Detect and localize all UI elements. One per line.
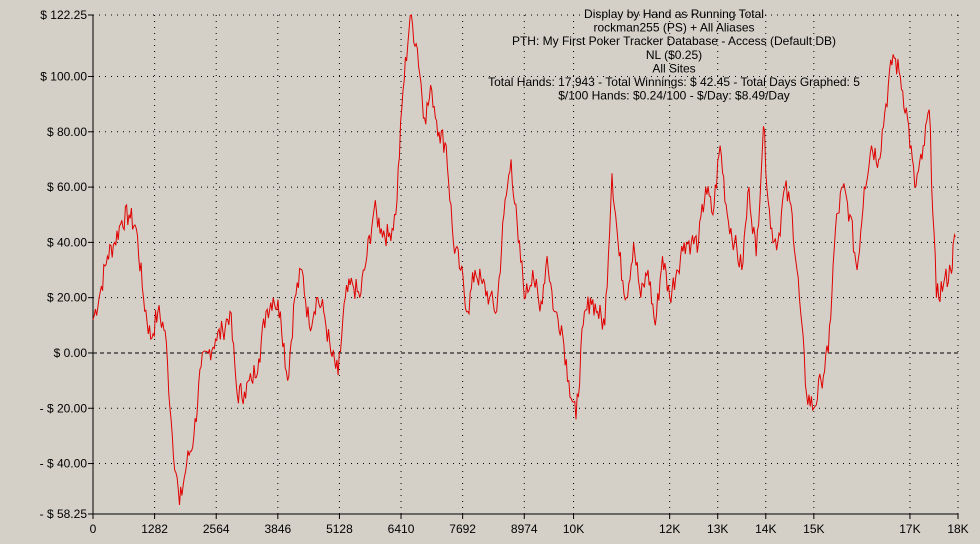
title-block: Display by Hand as Running Totalrockman2… — [488, 7, 860, 103]
title-line: NL ($0.25) — [646, 48, 702, 62]
plot-area — [93, 15, 958, 514]
y-tick-label: - $ 58.25 — [40, 507, 88, 521]
x-tick-label: 0 — [90, 522, 97, 536]
y-tick-label: $ 60.00 — [47, 180, 87, 194]
x-tick-label: 1282 — [141, 522, 168, 536]
y-tick-label: - $ 20.00 — [40, 401, 88, 415]
title-line: All Sites — [652, 61, 695, 75]
y-tick-label: $ 20.00 — [47, 291, 87, 305]
y-tick-label: - $ 40.00 — [40, 457, 88, 471]
x-tick-label: 14K — [755, 522, 776, 536]
series-layer — [92, 14, 956, 506]
title-line: Total Hands: 17,943 - Total Winnings: $ … — [488, 75, 860, 89]
title-line: PTH: My First Poker Tracker Database - A… — [512, 34, 836, 48]
title-line: Display by Hand as Running Total — [584, 7, 764, 21]
x-tick-label: 17K — [899, 522, 920, 536]
running-total-line — [92, 14, 956, 506]
x-tick-label: 5128 — [326, 522, 353, 536]
x-tick-label: 8974 — [511, 522, 538, 536]
y-tick-label: $ 0.00 — [54, 346, 88, 360]
x-tick-label: 3846 — [264, 522, 291, 536]
y-tick-label: $ 100.00 — [40, 70, 87, 84]
x-tick-label: 7692 — [449, 522, 476, 536]
y-tick-label: $ 80.00 — [47, 125, 87, 139]
title-line: rockman255 (PS) + All Aliases — [593, 21, 754, 35]
x-tick-label: 13K — [707, 522, 728, 536]
y-tick-label: $ 40.00 — [47, 235, 87, 249]
x-tick-label: 15K — [803, 522, 824, 536]
x-tick-label: 2564 — [203, 522, 230, 536]
ticks-layer: $ 122.25 $ 100.00 $ 80.00 $ 60.00 $ 40.00 $ 2… — [40, 8, 969, 536]
x-tick-label: 10K — [563, 522, 584, 536]
x-tick-label: 6410 — [388, 522, 415, 536]
x-tick-label: 12K — [659, 522, 680, 536]
title-line: $/100 Hands: $0.24/100 - $/Day: $8.49/Da… — [558, 89, 790, 103]
x-tick-label: 18K — [947, 522, 968, 536]
y-tick-label: $ 122.25 — [40, 8, 87, 22]
